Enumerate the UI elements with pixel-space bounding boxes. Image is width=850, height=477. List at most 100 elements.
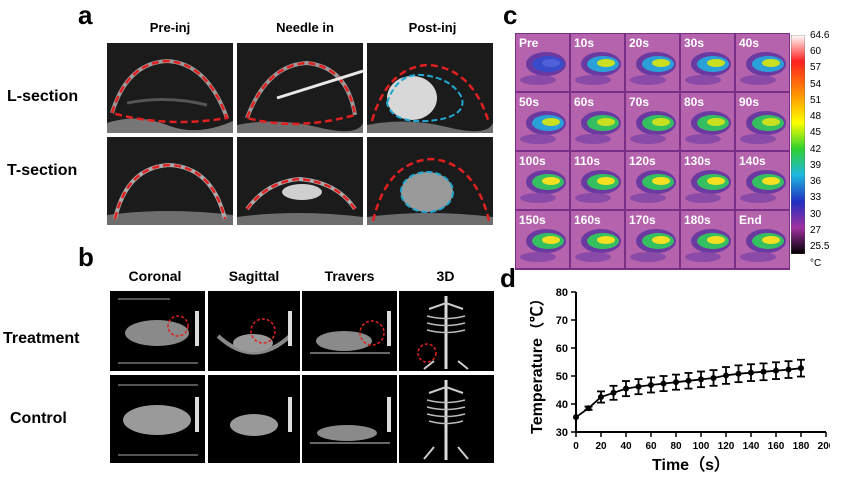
data-point	[698, 376, 704, 383]
column-header-sagittal: Sagittal	[228, 268, 280, 284]
thermal-frame-label: 80s	[684, 95, 705, 109]
data-point	[673, 379, 679, 386]
y-tick-label: 70	[556, 315, 568, 327]
thermal-frame-label: 110s	[574, 154, 601, 168]
x-axis-label: Time（s）	[652, 456, 730, 472]
thermal-frame: 80s	[681, 93, 734, 150]
colorbar-tick-label: 42	[810, 143, 822, 155]
data-point	[585, 405, 592, 412]
ct-treatment-travers	[302, 291, 397, 371]
thermal-frame-label: 150s	[519, 213, 546, 227]
data-point	[685, 377, 692, 384]
column-header-3d: 3D	[436, 268, 455, 284]
thermal-frame: 10s	[571, 34, 624, 91]
thermal-frame: 140s	[736, 152, 789, 209]
column-header-travers: Travers	[324, 268, 375, 284]
y-axis-label: Temperature（℃）	[530, 290, 546, 434]
column-header-pre-inj: Pre-inj	[149, 20, 191, 35]
panel-c-label: c	[503, 0, 518, 30]
colorbar-tick-label: 36	[810, 176, 822, 188]
data-point	[735, 370, 742, 377]
thermal-frame: 90s	[736, 93, 789, 150]
colorbar-unit: °C	[810, 258, 822, 269]
thermal-frame: 50s	[516, 93, 569, 150]
thermal-frame-label: 50s	[519, 95, 540, 109]
colorbar-tick-label: 57	[810, 62, 822, 74]
colorbar-tick-label: 60	[810, 46, 822, 58]
x-tick-label: 20	[595, 441, 607, 452]
row-label-control: Control	[10, 410, 67, 427]
colorbar-tick-label: 33	[810, 192, 822, 204]
data-point	[660, 380, 667, 387]
panel-d-label: d	[500, 263, 516, 293]
colorbar-tick-label: 54	[810, 78, 822, 90]
thermal-frame-label: 60s	[574, 95, 595, 109]
ct-treatment-3d	[399, 291, 494, 371]
x-tick-label: 80	[670, 441, 682, 452]
data-point	[748, 369, 754, 376]
x-tick-label: 60	[645, 441, 657, 452]
row-label-l-section: L-section	[7, 88, 79, 105]
thermal-frame-label: 20s	[629, 36, 650, 50]
thermal-frame: 130s	[681, 152, 734, 209]
data-point	[785, 366, 792, 373]
x-tick-label: 140	[743, 441, 760, 452]
temperature-colorbar	[791, 35, 805, 254]
ultrasound-t-pre-inj	[107, 137, 233, 225]
colorbar-tick-label: 25.5	[810, 241, 830, 252]
panel-b-label: b	[78, 242, 94, 272]
thermal-frame: 70s	[626, 93, 679, 150]
ct-control-sagittal	[208, 375, 300, 463]
data-point	[710, 374, 717, 381]
ultrasound-l-pre-inj	[107, 43, 233, 133]
ct-control-travers	[302, 375, 397, 463]
thermal-frame-label: 130s	[684, 154, 711, 168]
thermal-frame: 150s	[516, 211, 569, 268]
x-tick-label: 100	[693, 441, 710, 452]
y-tick-label: 80	[556, 287, 568, 299]
colorbar-tick-label: 51	[810, 94, 822, 106]
colorbar-tick-label: 27	[810, 224, 822, 236]
data-point	[573, 414, 579, 421]
thermal-frame: 20s	[626, 34, 679, 91]
x-tick-label: 0	[573, 441, 579, 452]
data-point	[623, 385, 629, 392]
data-point	[773, 367, 779, 374]
thermal-frame-label: 180s	[684, 213, 711, 227]
ultrasound-l-post-inj	[367, 43, 493, 133]
thermal-frame-label: 30s	[684, 36, 705, 50]
thermal-frame: 60s	[571, 93, 624, 150]
ultrasound-l-needle-in	[237, 43, 363, 133]
thermal-frame-label: 160s	[574, 213, 601, 227]
ct-treatment-coronal	[110, 291, 205, 371]
ct-control-coronal	[110, 375, 205, 463]
thermal-frame: 180s	[681, 211, 734, 268]
thermal-frame: 40s	[736, 34, 789, 91]
thermal-frame-label: 140s	[739, 154, 766, 168]
ct-treatment-sagittal	[208, 291, 300, 371]
x-tick-label: 200	[818, 441, 830, 452]
data-point	[610, 389, 617, 396]
row-label-treatment: Treatment	[3, 330, 80, 347]
column-header-coronal: Coronal	[128, 268, 182, 284]
thermal-frame: 120s	[626, 152, 679, 209]
colorbar-tick-label: 64.6	[810, 30, 830, 41]
panel-a-label: a	[78, 0, 93, 30]
y-tick-label: 60	[556, 343, 568, 355]
thermal-frame-label: 70s	[629, 95, 650, 109]
thermal-frame-label: Pre	[519, 36, 539, 50]
column-header-needle-in: Needle in	[276, 20, 334, 35]
thermal-frame-label: End	[739, 213, 762, 227]
row-label-t-section: T-section	[7, 162, 78, 179]
data-point	[648, 381, 654, 388]
data-point	[723, 372, 729, 379]
thermal-frame-label: 100s	[519, 154, 546, 168]
thermal-frame: Pre	[516, 34, 569, 91]
thermal-frame: End	[736, 211, 789, 268]
colorbar-tick-label: 39	[810, 159, 822, 171]
thermal-frame: 110s	[571, 152, 624, 209]
thermal-frame-label: 120s	[629, 154, 656, 168]
data-point	[598, 394, 604, 400]
thermal-frame-label: 90s	[739, 95, 760, 109]
colorbar-tick-label: 30	[810, 208, 822, 220]
